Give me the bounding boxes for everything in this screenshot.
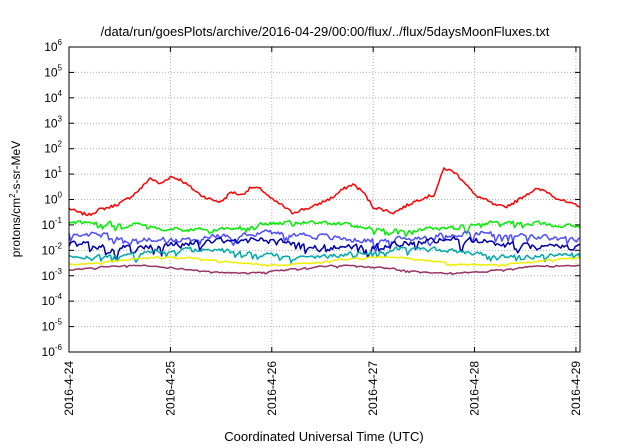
- y-tick-base: 10: [44, 91, 58, 105]
- y-tick-exponent: 3: [58, 114, 63, 123]
- y-tick-label: 101: [44, 165, 62, 181]
- series-line-3: [68, 229, 581, 253]
- y-tick-base: 10: [44, 142, 58, 156]
- y-tick-base: 10: [42, 243, 56, 257]
- x-tick-label: 2016-4-26: [265, 361, 279, 416]
- y-tick-base: 10: [44, 40, 58, 54]
- y-tick-base: 10: [42, 269, 56, 283]
- y-tick-exponent: 0: [58, 191, 63, 200]
- y-tick-exponent: 5: [58, 63, 63, 72]
- y-tick-label: 105: [44, 63, 62, 79]
- y-tick-base: 10: [42, 345, 56, 359]
- y-tick-label: 10-5: [42, 318, 63, 334]
- y-tick-exponent: 4: [58, 89, 63, 98]
- y-tick-exponent: 1: [58, 165, 63, 174]
- y-tick-exponent: 2: [58, 140, 63, 149]
- y-tick-base: 10: [44, 167, 58, 181]
- x-axis-label: Coordinated Universal Time (UTC): [224, 429, 423, 444]
- x-tick-label: 2016-4-24: [62, 361, 76, 416]
- y-axis-label: protons/cm2-s-sr-MeV: [8, 141, 23, 257]
- y-tick-exponent: -4: [55, 292, 63, 301]
- y-tick-label: 102: [44, 140, 62, 156]
- y-axis-label-unit: -s-sr-MeV: [9, 141, 23, 194]
- x-tick-label: 2016-4-25: [163, 361, 177, 416]
- series-line-2: [68, 219, 581, 238]
- x-axis-ticks: 2016-4-24 2016-4-25 2016-4-26 2016-4-27 2016…: [62, 47, 583, 416]
- y-tick-exponent: 6: [58, 38, 63, 47]
- y-tick-exponent: -2: [55, 241, 63, 250]
- y-tick-base: 10: [44, 65, 58, 79]
- y-tick-label: 10-6: [42, 343, 63, 359]
- y-tick-base: 10: [44, 116, 58, 130]
- y-tick-base: 10: [42, 320, 56, 334]
- y-tick-label: 100: [44, 191, 62, 207]
- series-line-1: [68, 167, 581, 217]
- y-tick-base: 10: [42, 218, 56, 232]
- y-axis-label-main: protons/cm: [9, 198, 23, 257]
- x-tick-label: 2016-4-27: [366, 361, 380, 416]
- y-tick-label: 10-4: [42, 292, 63, 308]
- y-tick-exponent: -3: [55, 267, 63, 276]
- x-tick-label: 2016-4-28: [468, 361, 482, 416]
- chart-title: /data/run/goesPlots/archive/2016-04-29/0…: [101, 24, 550, 39]
- y-tick-exponent: -5: [55, 318, 63, 327]
- y-tick-label: 104: [44, 89, 62, 105]
- y-tick-exponent: -6: [55, 343, 63, 352]
- x-tick-label: 2016-4-29: [569, 361, 583, 416]
- y-axis-ticks: 10-610-510-410-310-210-11001011021031041…: [42, 38, 580, 359]
- y-tick-base: 10: [42, 294, 56, 308]
- y-tick-label: 10-2: [42, 241, 63, 257]
- y-axis-label-sup: 2: [8, 193, 17, 198]
- y-tick-label: 10-3: [42, 267, 63, 283]
- series-line-4: [68, 235, 581, 260]
- y-tick-exponent: -1: [55, 216, 63, 225]
- y-tick-label: 10-1: [42, 216, 63, 232]
- series-line-7: [68, 264, 581, 276]
- y-tick-label: 106: [44, 38, 62, 54]
- series-line-6: [68, 255, 581, 267]
- series-lines: [68, 167, 581, 276]
- grid-lines: [69, 47, 580, 352]
- y-tick-base: 10: [44, 193, 58, 207]
- series-line-5: [68, 246, 581, 264]
- y-tick-label: 103: [44, 114, 62, 130]
